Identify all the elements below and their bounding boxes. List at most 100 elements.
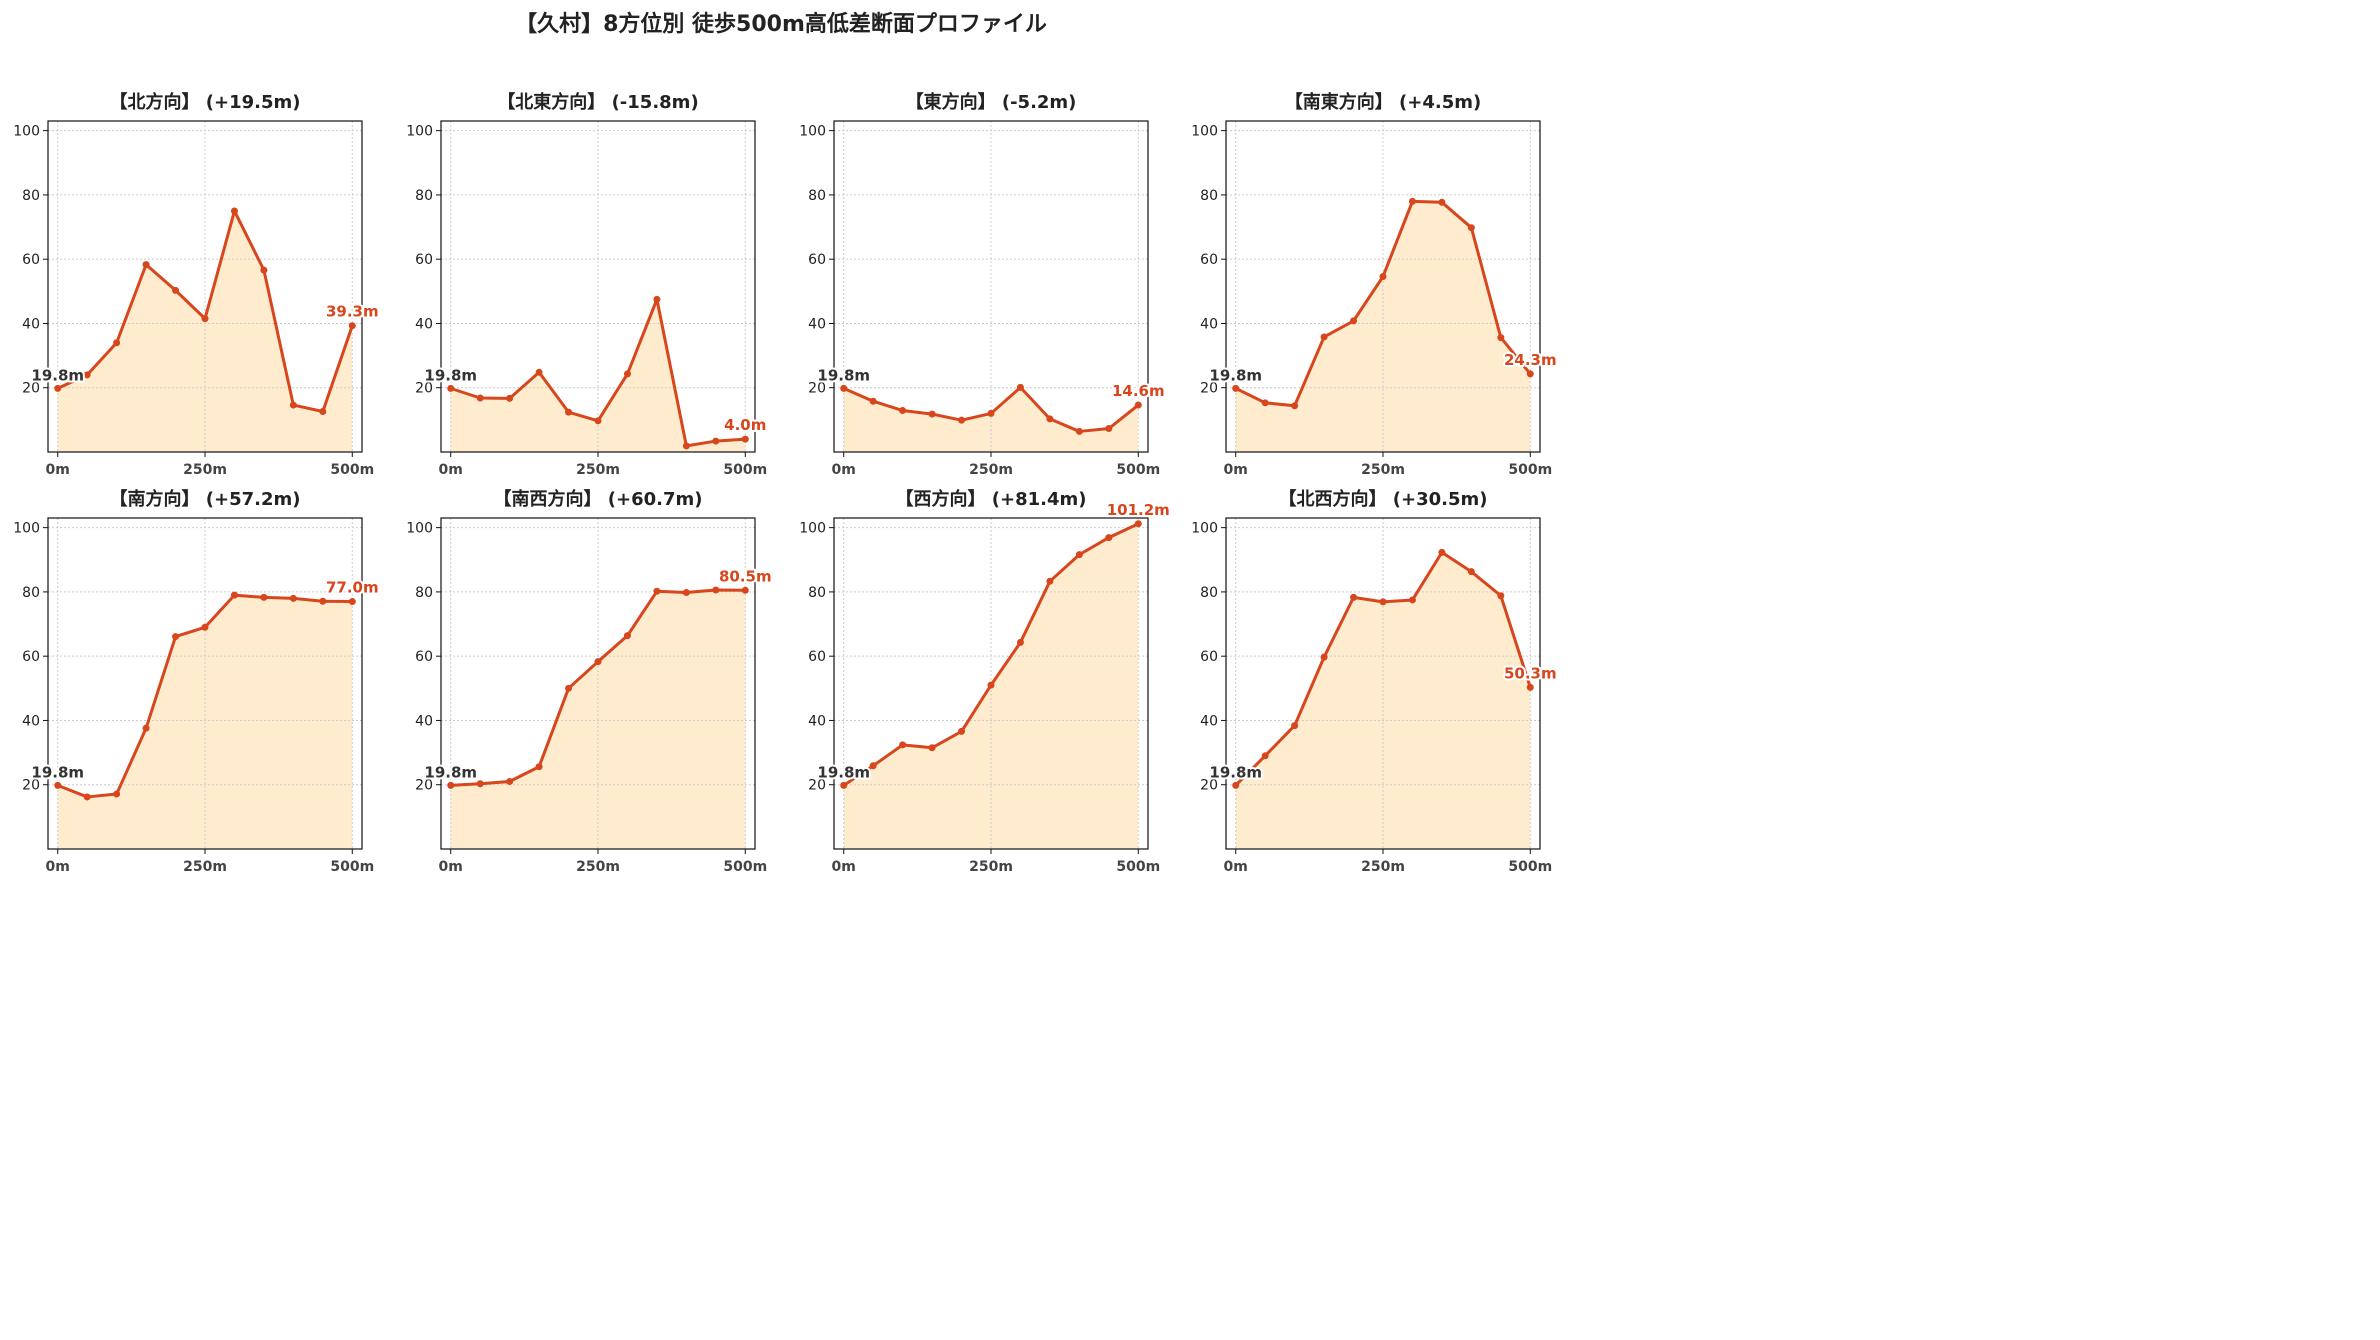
data-point — [113, 790, 121, 798]
panel-title: 【西方向】 (+81.4m) — [896, 488, 1087, 510]
chart-panel-8: 【北西方向】 (+30.5m) 20 40 60 80 100 0m 250m 500m 19.8… — [1191, 488, 1558, 875]
data-point — [172, 633, 180, 641]
data-point — [83, 793, 91, 801]
y-tick-label: 80 — [415, 585, 433, 601]
y-tick-label: 60 — [808, 649, 826, 665]
y-tick-label: 100 — [13, 124, 40, 140]
data-point — [1438, 548, 1446, 556]
data-point — [113, 339, 121, 347]
panel-title: 【北方向】 (+19.5m) — [110, 91, 301, 113]
data-point — [958, 416, 966, 424]
data-point — [1291, 722, 1299, 730]
data-point — [1350, 593, 1358, 601]
data-point — [535, 368, 543, 376]
data-point — [987, 409, 995, 417]
x-tick-label: 0m — [46, 462, 70, 478]
data-point — [506, 394, 514, 402]
data-point — [623, 632, 631, 640]
end-elevation-label: 39.3m — [326, 303, 379, 321]
data-point — [1526, 683, 1534, 691]
chart-panel-4: 【南東方向】 (+4.5m) 20 40 60 80 100 0m 250m 500m 19.8m… — [1191, 91, 1558, 478]
data-point — [653, 295, 661, 303]
y-tick-label: 20 — [808, 778, 826, 794]
data-point — [476, 394, 484, 402]
y-tick-label: 20 — [415, 778, 433, 794]
y-tick-label: 40 — [808, 316, 826, 332]
start-elevation-label: 19.8m — [817, 763, 870, 781]
x-tick-label: 250m — [969, 859, 1013, 875]
chart-panel-2: 【北東方向】 (-15.8m) 20 40 60 80 100 0m 250m 500m 19.8… — [406, 91, 768, 478]
data-point — [899, 407, 907, 415]
data-point — [565, 684, 573, 692]
data-point — [1134, 401, 1142, 409]
data-point — [142, 261, 150, 269]
y-tick-label: 80 — [808, 188, 826, 204]
data-point — [840, 781, 848, 789]
x-tick-label: 0m — [832, 859, 856, 875]
charts-canvas: 【北方向】 (+19.5m) 20 40 60 80 100 0m 250m 500m 19.8m… — [13, 91, 1558, 875]
data-point — [1016, 383, 1024, 391]
x-tick-label: 500m — [723, 462, 767, 478]
y-tick-label: 20 — [22, 381, 40, 397]
data-point — [1497, 592, 1505, 600]
data-point — [1497, 334, 1505, 342]
data-point — [1467, 568, 1475, 576]
x-tick-label: 500m — [1508, 462, 1552, 478]
x-tick-label: 500m — [330, 859, 374, 875]
y-tick-label: 60 — [22, 649, 40, 665]
data-point — [201, 315, 209, 323]
data-point — [172, 286, 180, 294]
data-point — [565, 408, 573, 416]
data-point — [54, 781, 62, 789]
y-tick-label: 40 — [1200, 713, 1218, 729]
x-tick-label: 500m — [1116, 859, 1160, 875]
panel-title: 【南東方向】 (+4.5m) — [1285, 91, 1481, 113]
y-tick-label: 40 — [22, 713, 40, 729]
y-tick-label: 40 — [22, 316, 40, 332]
data-point — [1046, 415, 1054, 423]
y-tick-label: 80 — [1200, 585, 1218, 601]
y-tick-label: 40 — [808, 713, 826, 729]
end-elevation-label: 14.6m — [1112, 382, 1165, 400]
start-elevation-label: 19.8m — [424, 763, 477, 781]
x-tick-label: 500m — [723, 859, 767, 875]
data-point — [1075, 551, 1083, 559]
y-tick-label: 40 — [415, 316, 433, 332]
data-point — [682, 442, 690, 450]
main-title: 【久村】8方位別 徒歩500m高低差断面プロファイル — [515, 12, 1047, 37]
start-elevation-label: 19.8m — [424, 366, 477, 384]
chart-panel-5: 【南方向】 (+57.2m) 20 40 60 80 100 0m 250m 500m 19.8m… — [13, 488, 380, 875]
y-tick-label: 80 — [415, 188, 433, 204]
x-tick-label: 250m — [1361, 859, 1405, 875]
y-tick-label: 20 — [1200, 381, 1218, 397]
y-tick-label: 100 — [799, 124, 826, 140]
y-tick-label: 100 — [799, 521, 826, 537]
data-point — [741, 586, 749, 594]
panel-title: 【北西方向】 (+30.5m) — [1279, 488, 1488, 510]
x-tick-label: 250m — [969, 462, 1013, 478]
data-point — [1261, 399, 1269, 407]
start-elevation-label: 19.8m — [31, 763, 84, 781]
start-elevation-label: 19.8m — [1209, 366, 1262, 384]
data-point — [840, 384, 848, 392]
start-elevation-label: 19.8m — [817, 366, 870, 384]
data-point — [958, 727, 966, 735]
data-point — [447, 384, 455, 392]
end-elevation-label: 101.2m — [1107, 501, 1170, 519]
y-tick-label: 100 — [13, 521, 40, 537]
end-elevation-label: 24.3m — [1504, 351, 1557, 369]
x-tick-label: 500m — [1116, 462, 1160, 478]
data-point — [1408, 596, 1416, 604]
y-tick-label: 60 — [415, 649, 433, 665]
y-tick-label: 80 — [1200, 188, 1218, 204]
data-point — [869, 397, 877, 405]
y-tick-label: 80 — [22, 188, 40, 204]
start-elevation-label: 19.8m — [31, 366, 84, 384]
y-tick-label: 100 — [406, 124, 433, 140]
y-tick-label: 20 — [22, 778, 40, 794]
x-tick-label: 0m — [1224, 462, 1248, 478]
x-tick-label: 500m — [1508, 859, 1552, 875]
data-point — [142, 724, 150, 732]
chart-panel-6: 【南西方向】 (+60.7m) 20 40 60 80 100 0m 250m 500m 19.8… — [406, 488, 773, 875]
chart-panel-3: 【東方向】 (-5.2m) 20 40 60 80 100 0m 250m 500m 19.8m 1… — [799, 91, 1166, 478]
